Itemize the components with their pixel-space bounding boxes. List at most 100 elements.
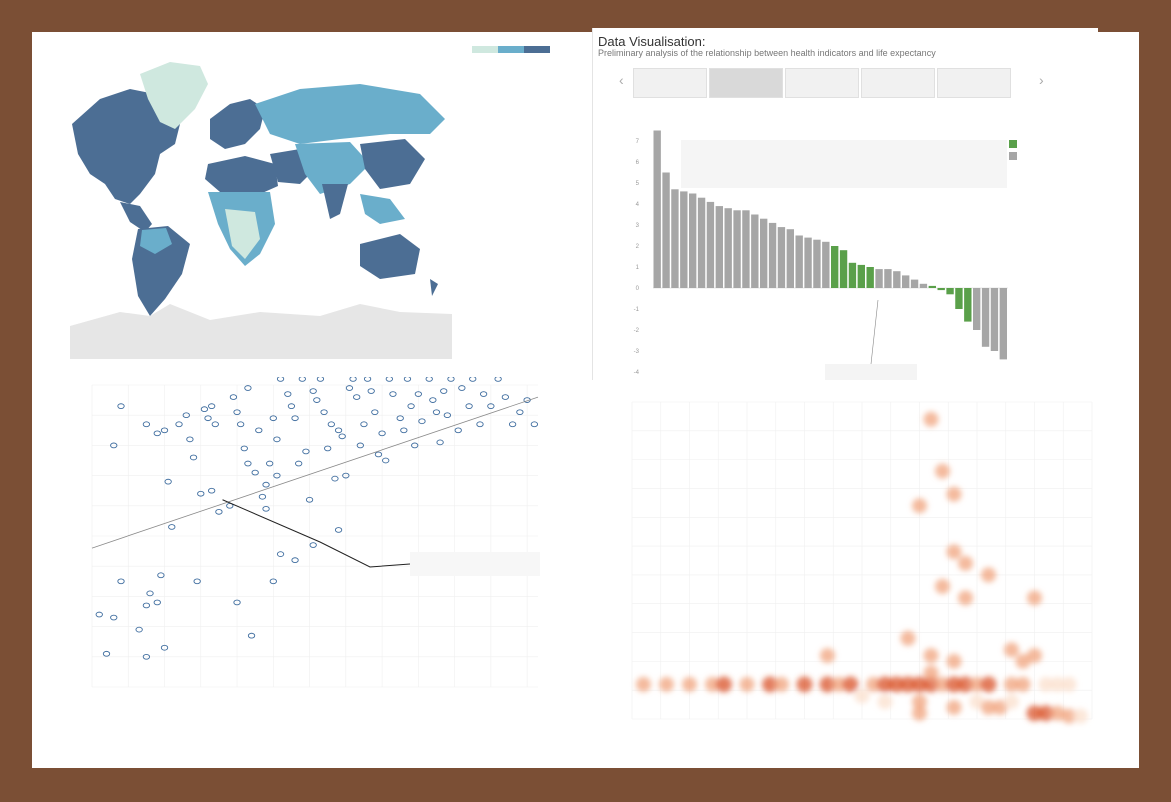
scatter-point[interactable] (530, 421, 539, 428)
density-blob[interactable] (1027, 648, 1042, 664)
scatter-point[interactable] (432, 409, 441, 416)
scatter-point[interactable] (400, 427, 408, 434)
bar[interactable] (937, 288, 945, 291)
scatter-point[interactable] (349, 377, 357, 382)
bar[interactable] (742, 210, 750, 288)
bar[interactable] (910, 279, 919, 288)
scatter-point[interactable] (367, 388, 375, 394)
density-blob[interactable] (946, 653, 962, 669)
bar[interactable] (715, 206, 723, 288)
scatter-point[interactable] (247, 632, 256, 639)
scatter-point[interactable] (244, 385, 252, 391)
map-region-north-america[interactable] (72, 89, 180, 204)
density-blob[interactable] (1015, 653, 1031, 669)
density-blob[interactable] (831, 676, 847, 692)
density-blob[interactable] (1004, 694, 1019, 710)
scatter-point[interactable] (302, 448, 310, 455)
scatter-point[interactable] (153, 599, 161, 606)
density-blob[interactable] (946, 699, 962, 715)
density-blob[interactable] (820, 648, 835, 664)
scatter-point[interactable] (117, 403, 125, 409)
scatter-point[interactable] (273, 472, 281, 479)
scatter-point[interactable] (407, 403, 415, 409)
story-tab-3[interactable] (785, 68, 859, 98)
bar[interactable] (689, 193, 697, 289)
scatter-point[interactable] (396, 415, 404, 422)
scatter-point[interactable] (269, 578, 277, 585)
density-blob[interactable] (877, 676, 893, 693)
scatter-point[interactable] (182, 412, 190, 419)
bar[interactable] (884, 269, 892, 288)
scatter-point[interactable] (360, 421, 368, 428)
map-region-europe[interactable] (210, 99, 265, 149)
scatter-point[interactable] (309, 542, 317, 548)
map-region-east-asia[interactable] (360, 139, 425, 189)
scatter-point[interactable] (186, 436, 194, 443)
density-blob[interactable] (774, 676, 789, 692)
density-blob[interactable] (762, 676, 778, 693)
scatter-point[interactable] (204, 415, 212, 422)
density-blob[interactable] (877, 694, 893, 710)
scatter-point[interactable] (255, 427, 263, 434)
scatter-point[interactable] (160, 427, 169, 434)
scatter-point[interactable] (313, 397, 321, 403)
bar[interactable] (990, 288, 999, 351)
scatter-point[interactable] (291, 557, 299, 564)
scatter-point[interactable] (193, 578, 201, 585)
scatter-point[interactable] (273, 436, 281, 443)
bar[interactable] (999, 288, 1007, 360)
scatter-point[interactable] (487, 403, 495, 409)
bar[interactable] (786, 229, 794, 288)
scatter-point[interactable] (309, 388, 317, 394)
scatter-point[interactable] (276, 377, 285, 382)
bar[interactable] (653, 130, 661, 289)
scatter-point[interactable] (469, 377, 477, 382)
density-blob[interactable] (935, 676, 950, 692)
bar[interactable] (680, 191, 688, 288)
scatter-point[interactable] (197, 490, 205, 497)
world-choropleth-map[interactable] (60, 34, 452, 359)
density-blob[interactable] (912, 705, 927, 721)
density-blob[interactable] (1004, 642, 1019, 658)
density-blob[interactable] (958, 590, 973, 606)
scatter-point[interactable] (338, 433, 346, 440)
scatter-point[interactable] (342, 472, 350, 479)
scatter-point[interactable] (291, 415, 299, 422)
density-blob[interactable] (1061, 708, 1077, 724)
density-blob[interactable] (957, 676, 974, 693)
scatter-point[interactable] (443, 412, 451, 419)
bar[interactable] (946, 288, 954, 295)
scatter-point[interactable] (269, 415, 277, 422)
density-blob[interactable] (716, 676, 732, 693)
bar[interactable] (893, 271, 901, 288)
scatter-point[interactable] (200, 406, 209, 413)
scatter-point[interactable] (320, 409, 328, 416)
scatter-point[interactable] (371, 409, 379, 416)
scatter-point[interactable] (331, 475, 339, 482)
density-blob[interactable] (1038, 676, 1054, 692)
scatter-point[interactable] (237, 421, 245, 428)
scatter-point[interactable] (266, 460, 274, 467)
scatter-point[interactable] (258, 493, 267, 500)
scatter-point[interactable] (284, 391, 292, 397)
map-region-australia[interactable] (360, 234, 420, 279)
scatter-point[interactable] (142, 602, 151, 609)
density-blob[interactable] (1073, 708, 1088, 724)
bar[interactable] (751, 214, 759, 289)
scatter-point[interactable] (168, 524, 176, 530)
scatter-point[interactable] (298, 377, 306, 382)
density-blob[interactable] (1027, 590, 1042, 606)
map-region-russia[interactable] (255, 84, 445, 144)
density-blob[interactable] (923, 411, 939, 427)
density-blob[interactable] (796, 676, 813, 693)
density-blob[interactable] (854, 688, 870, 704)
scatter-point[interactable] (334, 427, 343, 434)
scatter-point[interactable] (447, 377, 455, 382)
density-blob[interactable] (923, 648, 939, 664)
scatter-point[interactable] (160, 644, 169, 651)
bar[interactable] (919, 283, 928, 288)
map-region-greenland[interactable] (140, 62, 208, 129)
scatter-point[interactable] (479, 391, 488, 397)
scatter-point[interactable] (251, 469, 259, 476)
map-region-south-america-north[interactable] (140, 228, 172, 254)
